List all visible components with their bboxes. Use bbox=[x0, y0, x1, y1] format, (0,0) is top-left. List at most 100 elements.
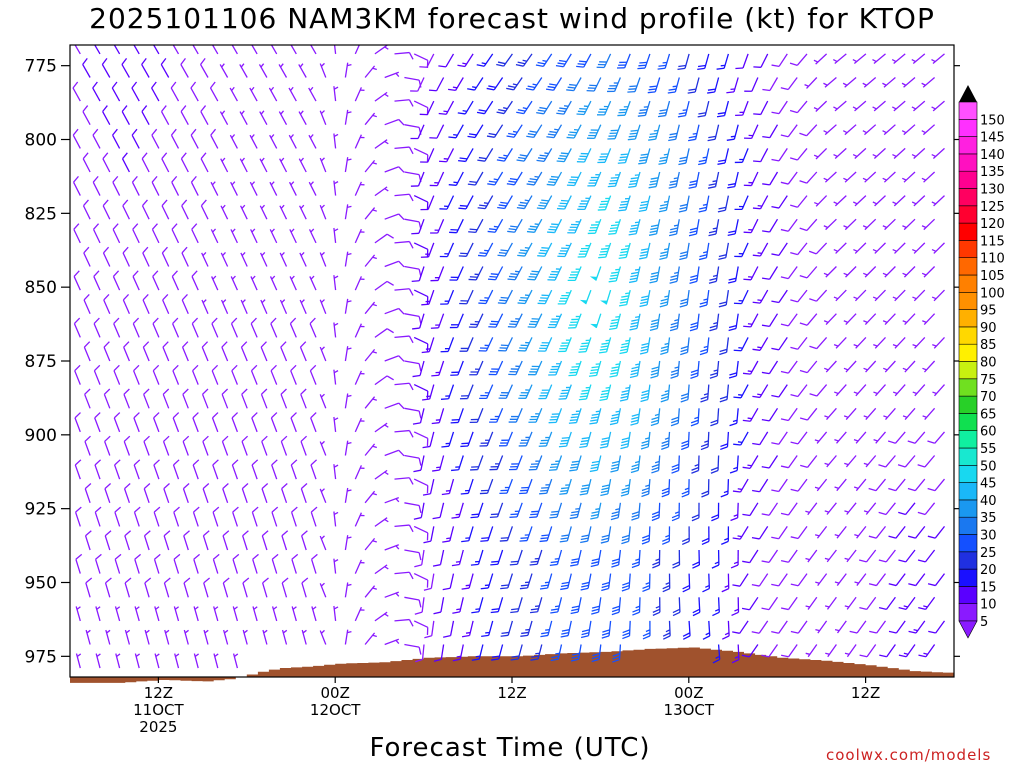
wind-barb bbox=[852, 195, 867, 207]
barb-full bbox=[496, 111, 505, 115]
barb-full bbox=[619, 304, 627, 307]
barb-full bbox=[628, 135, 637, 138]
barb-full bbox=[480, 442, 489, 444]
barb-full bbox=[660, 298, 669, 302]
barb-full bbox=[651, 318, 659, 323]
wind-barb bbox=[344, 62, 352, 78]
barb-shaft bbox=[677, 360, 680, 376]
barb-shaft bbox=[437, 218, 445, 234]
barb-full bbox=[539, 442, 548, 445]
barb-full bbox=[609, 422, 618, 426]
wind-barb bbox=[498, 384, 513, 399]
barb-half bbox=[106, 629, 111, 634]
wind-barb bbox=[467, 124, 484, 139]
barb-full bbox=[581, 342, 590, 345]
barb-full bbox=[661, 443, 669, 447]
barb-shaft bbox=[83, 346, 91, 362]
barb-full bbox=[600, 493, 608, 497]
barb-shaft bbox=[760, 53, 769, 68]
barb-full bbox=[628, 182, 637, 186]
wind-barb bbox=[832, 53, 847, 64]
barb-shaft bbox=[182, 394, 189, 409]
colorbar-label: 30 bbox=[980, 529, 997, 544]
barb-shaft bbox=[934, 573, 946, 586]
colorbar-swatch bbox=[958, 119, 978, 137]
barb-shaft bbox=[705, 195, 710, 211]
barb-full bbox=[386, 280, 394, 286]
barb-shaft bbox=[624, 100, 631, 116]
wind-barb bbox=[591, 644, 602, 663]
barb-full bbox=[762, 135, 770, 139]
barb-shaft bbox=[657, 360, 661, 376]
barb-half bbox=[224, 629, 229, 634]
barb-full bbox=[111, 35, 119, 41]
barb-shaft bbox=[113, 370, 121, 385]
barb-shaft bbox=[477, 455, 484, 470]
barb-full bbox=[151, 175, 158, 183]
barb-full bbox=[182, 388, 189, 395]
wind-barb bbox=[384, 118, 405, 126]
wind-barb bbox=[144, 629, 150, 645]
barb-full bbox=[508, 373, 516, 376]
barb-full bbox=[309, 317, 316, 325]
wind-barb bbox=[599, 384, 612, 402]
barb-shaft bbox=[863, 77, 877, 88]
wind-barb bbox=[931, 53, 945, 64]
barb-shaft bbox=[484, 148, 494, 162]
barb-shaft bbox=[212, 464, 219, 480]
barb-shaft bbox=[704, 53, 710, 69]
wind-barb bbox=[441, 431, 455, 448]
barb-full bbox=[540, 439, 549, 442]
barb-shaft bbox=[417, 77, 425, 92]
wind-barb bbox=[209, 45, 219, 55]
wind-barb bbox=[601, 620, 612, 639]
wind-barb bbox=[506, 124, 523, 138]
barb-full bbox=[628, 88, 637, 90]
barb-full bbox=[408, 288, 414, 296]
barb-full bbox=[537, 61, 546, 65]
barb-shaft bbox=[429, 431, 435, 447]
barb-full bbox=[721, 588, 729, 593]
wind-barb bbox=[732, 620, 749, 634]
barb-shaft bbox=[310, 417, 317, 433]
barb-shaft bbox=[758, 620, 769, 634]
barb-full bbox=[556, 160, 565, 163]
barb-half bbox=[902, 415, 908, 418]
barb-shaft bbox=[354, 370, 362, 385]
wind-barb bbox=[734, 242, 749, 258]
barb-full bbox=[191, 317, 199, 325]
wind-barb bbox=[288, 45, 297, 55]
barb-full bbox=[420, 208, 429, 211]
barb-full bbox=[517, 109, 526, 112]
barb-shaft bbox=[241, 394, 248, 409]
barb-full bbox=[519, 394, 528, 397]
wind-barb bbox=[908, 620, 926, 634]
barb-full bbox=[471, 513, 480, 516]
barb-full bbox=[398, 402, 405, 410]
barb-full bbox=[131, 175, 138, 183]
wind-barb bbox=[476, 53, 494, 67]
barb-shaft bbox=[893, 53, 906, 64]
barb-full bbox=[638, 162, 646, 165]
barb-full bbox=[571, 510, 579, 514]
barb-full bbox=[849, 630, 858, 634]
barb-full bbox=[547, 231, 555, 234]
wind-barb bbox=[103, 388, 111, 409]
wind-barb bbox=[883, 407, 896, 420]
barb-full bbox=[476, 64, 485, 67]
wind-barb bbox=[354, 559, 365, 574]
barb-full bbox=[469, 228, 478, 231]
wind-barb bbox=[744, 77, 759, 92]
barb-shaft bbox=[625, 289, 631, 305]
barb-half bbox=[892, 201, 897, 205]
wind-barb bbox=[814, 478, 828, 492]
barb-full bbox=[710, 466, 719, 471]
barb-half bbox=[384, 140, 389, 145]
wind-barb bbox=[412, 408, 425, 425]
barb-full bbox=[172, 317, 179, 325]
barb-full bbox=[500, 249, 509, 252]
wind-barb bbox=[927, 478, 946, 492]
wind-barb bbox=[384, 260, 405, 268]
barb-full bbox=[212, 459, 219, 466]
barb-full bbox=[720, 446, 728, 451]
